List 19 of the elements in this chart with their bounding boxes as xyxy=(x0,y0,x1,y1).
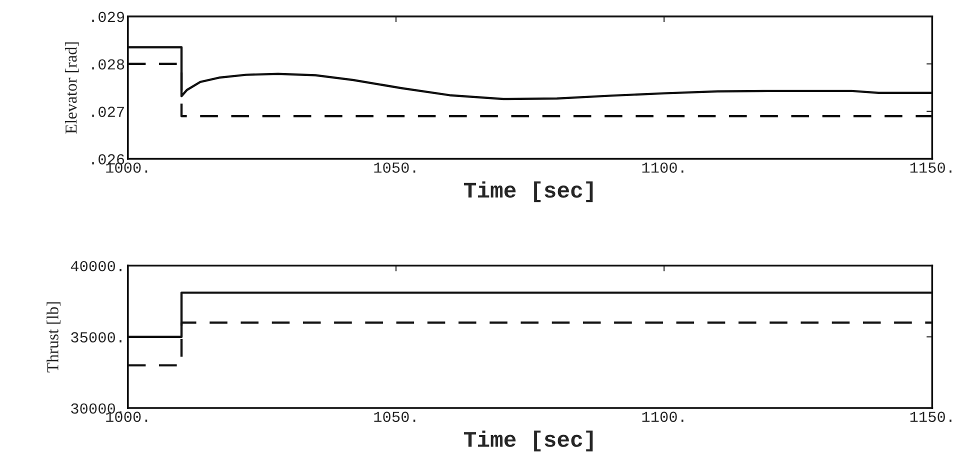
y-tick-label: 30000. xyxy=(71,403,122,414)
x-tick-label: 1050. xyxy=(374,412,416,422)
x-tick-label: 1150. xyxy=(910,162,952,173)
x-tick-label: 1050. xyxy=(374,162,416,173)
x-tick-label: 1000. xyxy=(106,412,148,422)
x-tick-label: 1150. xyxy=(910,412,952,422)
y-tick-label: 35000. xyxy=(71,332,122,343)
y-tick-label: .028 xyxy=(92,59,124,70)
x-axis-title: Time [sec] xyxy=(464,430,593,452)
y-tick-label: .026 xyxy=(92,154,124,165)
y-tick-label: 40000. xyxy=(70,260,122,272)
y-tick-label: .027 xyxy=(92,106,124,118)
x-axis-title: Time [sec] xyxy=(464,181,593,202)
y-axis-title: Thrust [lb] xyxy=(46,302,60,372)
x-tick-label: 1100. xyxy=(642,412,684,422)
y-axis-title: Elevator [rad] xyxy=(65,42,79,134)
x-tick-label: 1000. xyxy=(106,162,148,173)
x-tick-label: 1100. xyxy=(642,162,684,173)
y-tick-label: .029 xyxy=(92,12,124,22)
